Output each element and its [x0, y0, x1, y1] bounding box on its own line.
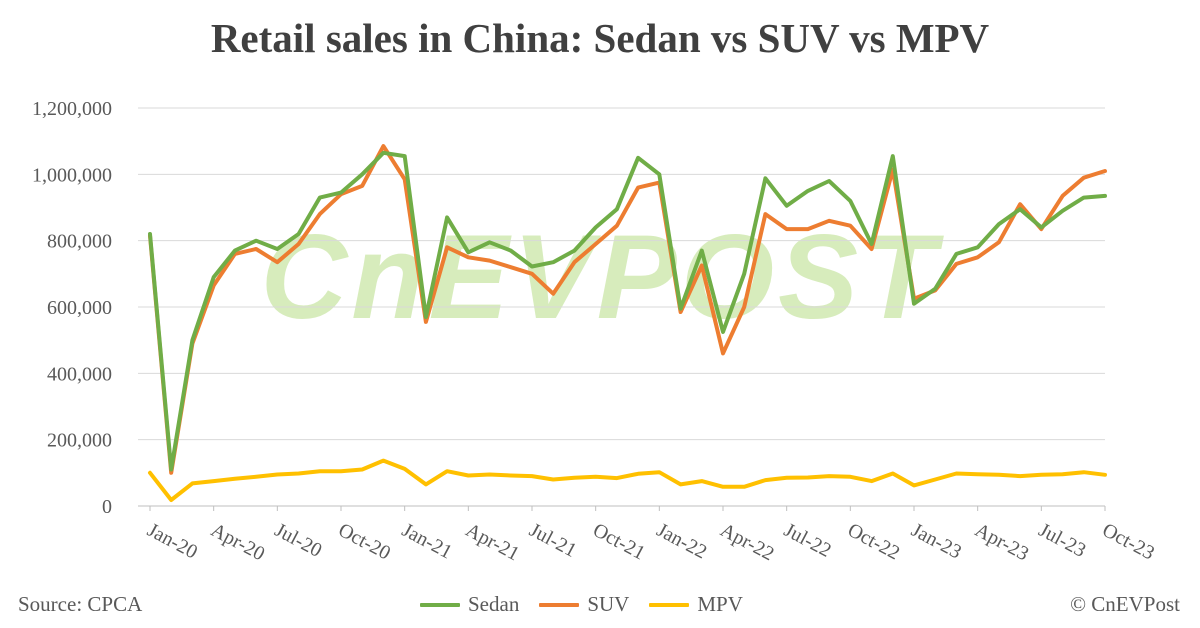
legend-item-suv: SUV: [539, 592, 629, 617]
x-tick-label: Jul-23: [1035, 519, 1089, 562]
x-tick-label: Jul-22: [780, 519, 834, 562]
watermark-text: CnEVPOST: [261, 210, 944, 344]
x-tick-label: Jan-22: [653, 519, 710, 563]
x-tick-label: Apr-22: [717, 519, 778, 565]
y-tick-label: 1,200,000: [32, 98, 112, 120]
y-tick-label: 1,000,000: [32, 164, 112, 186]
series-line-suv: [148, 144, 1107, 475]
x-tick-label: Jul-20: [271, 519, 325, 562]
x-tick-label: Jan-21: [398, 519, 455, 563]
x-axis-ticks: Jan-20 Apr-20 Jul-20 Oct-20 Jan-21 Apr-21 Jul-…: [144, 506, 1158, 565]
legend-swatch-mpv: [649, 602, 690, 607]
x-tick-label: Oct-22: [844, 519, 903, 565]
series-line-mpv: [148, 458, 1107, 502]
x-tick-label: Jan-20: [144, 519, 201, 563]
series-line-sedan: [148, 150, 1107, 472]
x-tick-label: Apr-20: [207, 519, 268, 565]
legend-swatch-suv: [539, 602, 580, 607]
y-tick-label: 800,000: [47, 231, 112, 253]
grid-lines: [138, 107, 1105, 507]
y-tick-label: 200,000: [47, 430, 112, 452]
y-tick-label: 400,000: [47, 363, 112, 385]
x-tick-label: Oct-20: [335, 519, 394, 565]
legend-label-mpv: MPV: [697, 592, 743, 616]
series-lines: [148, 144, 1107, 502]
x-tick-label: Jul-21: [526, 519, 580, 562]
y-axis-ticks: 0 200,000 400,000 600,000 800,000 1,000,000 1,…: [32, 98, 112, 518]
x-tick-label: Apr-23: [971, 519, 1032, 565]
source-note: Source: CPCA: [18, 592, 143, 616]
legend: Sedan SUV MPV: [420, 592, 763, 617]
x-tick-label: Jan-23: [908, 519, 965, 563]
x-tick-label: Oct-23: [1099, 519, 1158, 565]
y-tick-label: 600,000: [47, 297, 112, 319]
copyright-note: © CnEVPost: [1070, 592, 1180, 616]
x-tick-label: Apr-21: [462, 519, 523, 565]
legend-label-suv: SUV: [587, 592, 630, 616]
legend-label-sedan: Sedan: [468, 592, 520, 616]
watermark-logo: CnEVPOST: [261, 210, 944, 344]
legend-swatch-sedan: [420, 602, 460, 607]
y-tick-label: 0: [102, 496, 112, 518]
chart-title: Retail sales in China: Sedan vs SUV vs M…: [210, 15, 990, 61]
legend-item-mpv: MPV: [649, 592, 743, 617]
x-tick-label: Oct-21: [589, 519, 648, 565]
legend-item-sedan: Sedan: [420, 592, 519, 617]
